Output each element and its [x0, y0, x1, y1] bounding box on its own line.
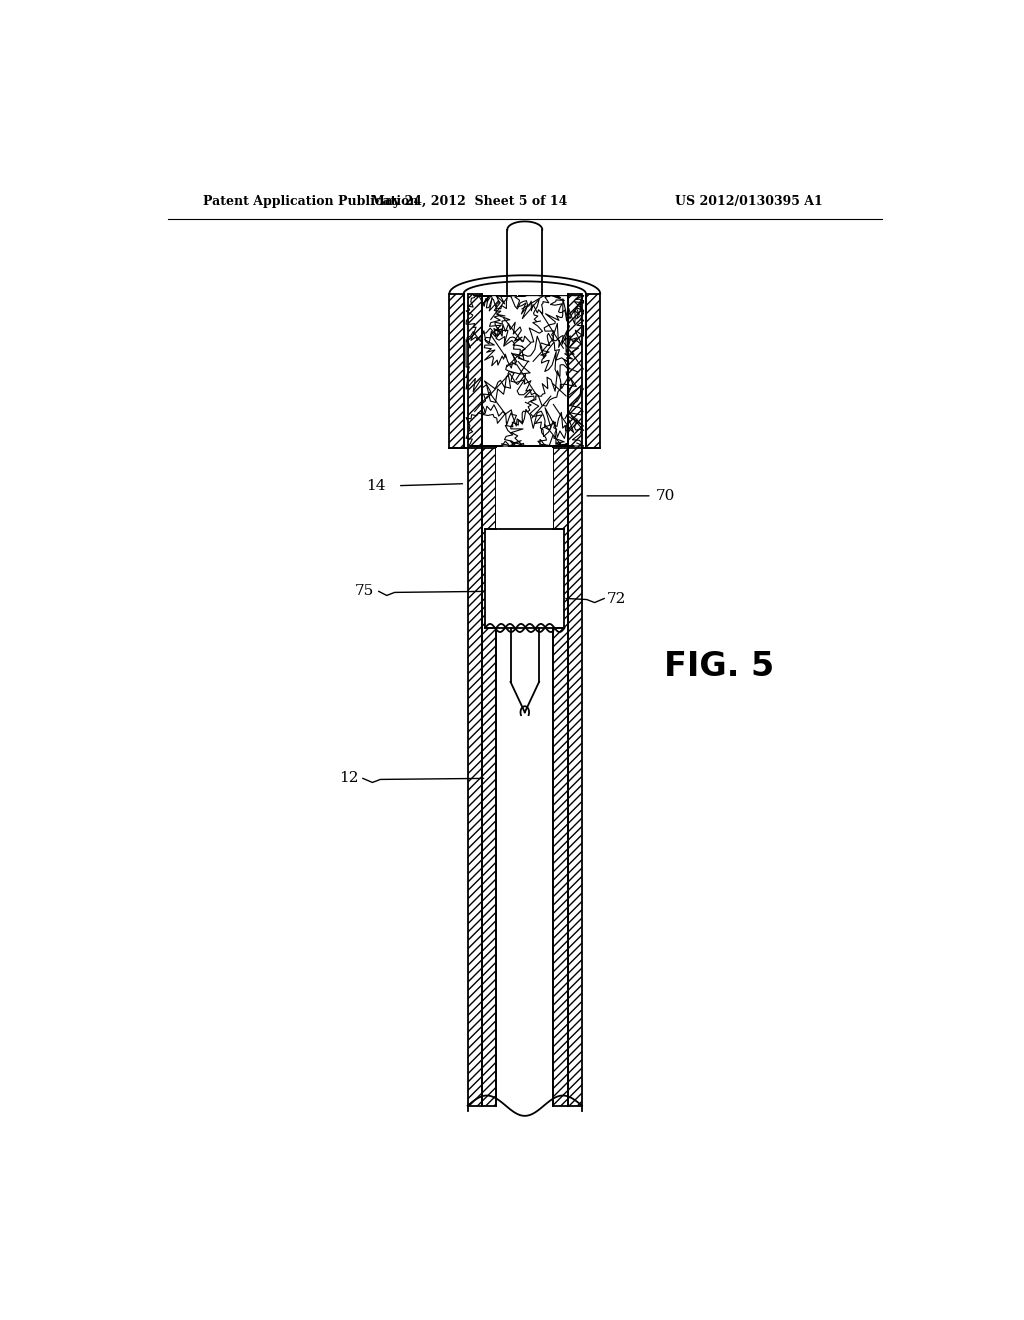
Bar	[485, 529, 564, 628]
Text: 72: 72	[606, 591, 626, 606]
Text: 12: 12	[339, 771, 358, 785]
Text: May 24, 2012  Sheet 5 of 14: May 24, 2012 Sheet 5 of 14	[371, 194, 567, 207]
Bar	[468, 293, 482, 1106]
Text: Patent Application Publication: Patent Application Publication	[204, 194, 419, 207]
Text: FIG. 5: FIG. 5	[665, 651, 774, 684]
Bar	[553, 447, 567, 1106]
Text: US 2012/0130395 A1: US 2012/0130395 A1	[675, 194, 822, 207]
Bar	[482, 293, 567, 1106]
Text: 70: 70	[655, 488, 675, 503]
Bar	[586, 293, 600, 447]
Text: 14: 14	[367, 479, 386, 492]
Bar	[567, 293, 582, 1106]
Bar	[497, 447, 553, 529]
Bar	[482, 447, 497, 1106]
Text: 75: 75	[354, 585, 374, 598]
Polygon shape	[511, 628, 539, 713]
Bar	[450, 293, 464, 447]
